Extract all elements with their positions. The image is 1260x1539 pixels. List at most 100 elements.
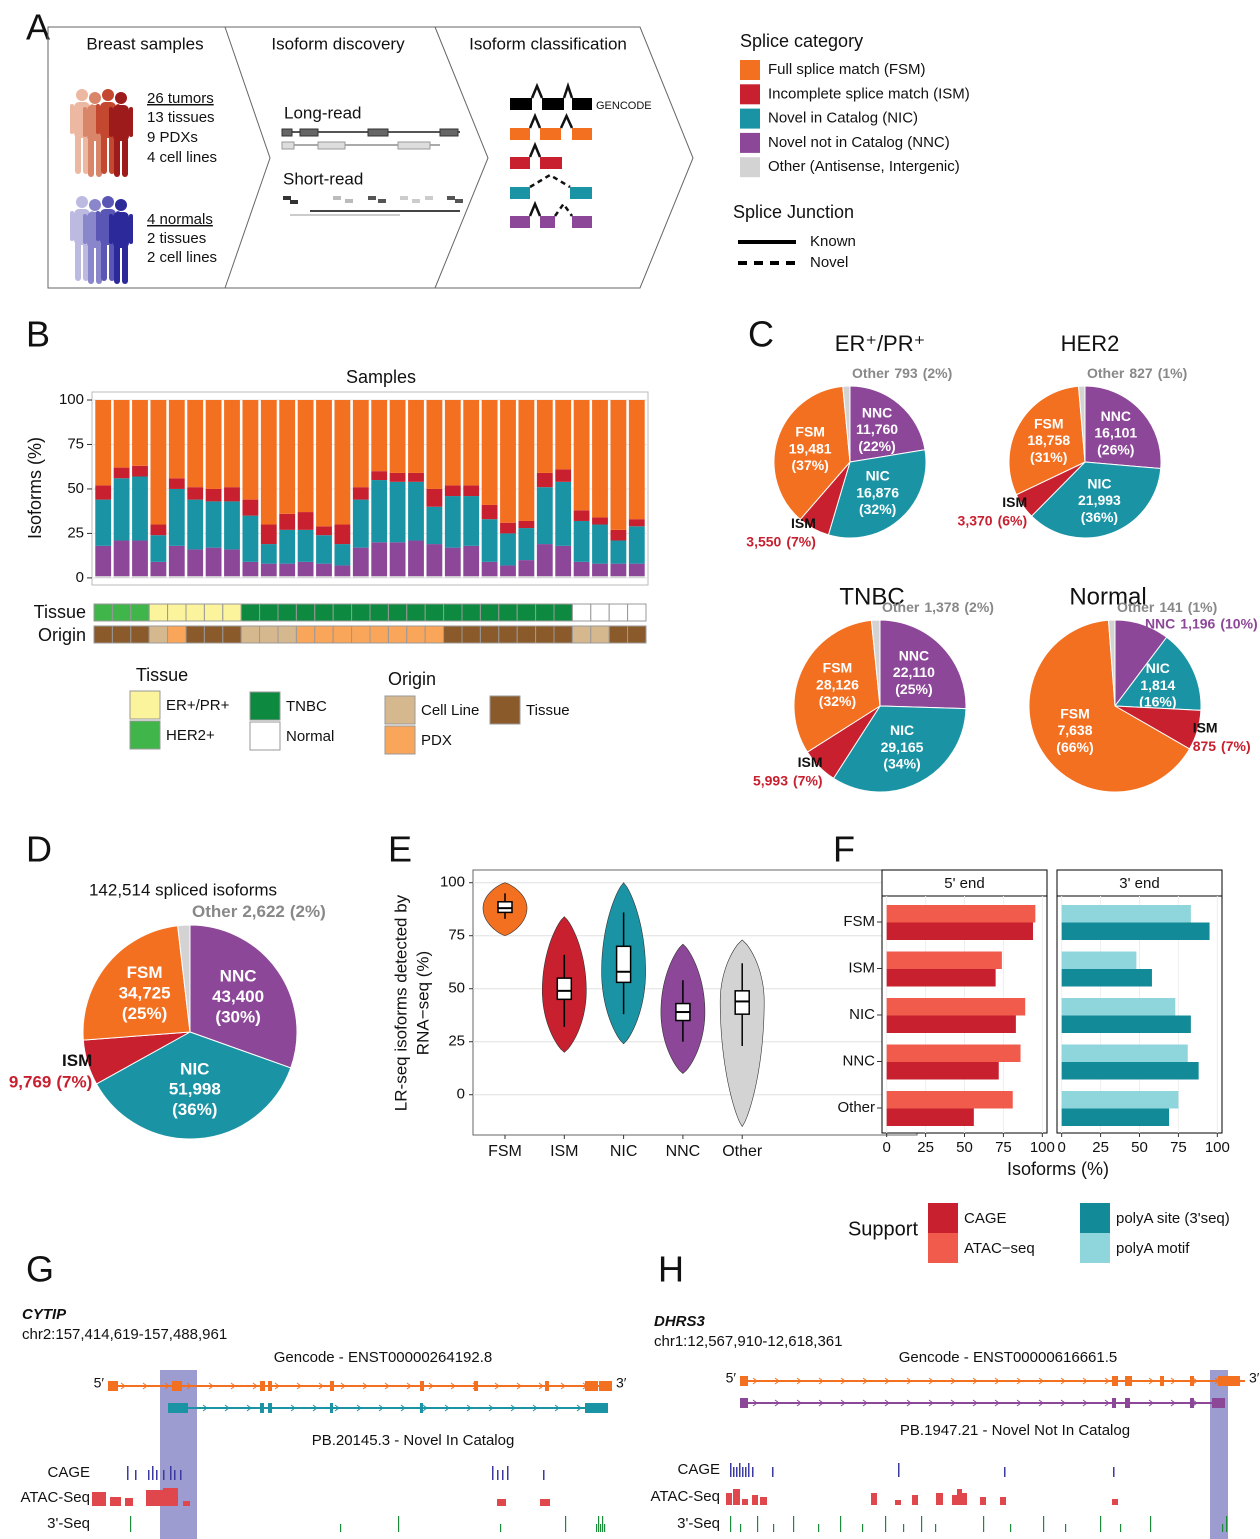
slice-label-part: NNC	[1145, 615, 1175, 631]
slice-label-part: 827	[1129, 365, 1153, 381]
slice-label-line: 28,126	[816, 676, 859, 692]
bar	[1061, 1015, 1191, 1033]
bar-segment	[352, 576, 369, 578]
signal	[492, 1466, 494, 1480]
slice-label-line: (26%)	[1097, 441, 1134, 457]
strand-arrow	[1104, 1399, 1110, 1407]
slice-label-part: 2,622	[242, 902, 285, 921]
tissue-cell	[167, 603, 187, 622]
bar-segment	[518, 528, 535, 561]
bar-segment	[334, 565, 351, 577]
bar-segment	[352, 487, 369, 500]
bar	[886, 1091, 1013, 1109]
exon	[1112, 1398, 1116, 1408]
person-arm	[83, 107, 87, 137]
slice-label: NNC 16,101 (26%)	[1094, 408, 1137, 458]
bar-segment	[610, 563, 627, 577]
x-tick-label: NNC	[666, 1143, 701, 1160]
person-leg	[83, 241, 89, 281]
x-tick-label: 25	[1092, 1139, 1109, 1156]
strand-arrow	[466, 1404, 472, 1412]
junction	[553, 201, 574, 217]
person-leg	[114, 137, 120, 177]
signal	[146, 1490, 163, 1506]
bar-segment	[132, 465, 148, 477]
exon	[1160, 1376, 1164, 1386]
bar-segment	[279, 400, 296, 514]
person-arm	[96, 211, 100, 241]
legend-label: Tissue	[526, 702, 570, 719]
tissue-cell	[406, 603, 426, 622]
y-tick-label: 100	[59, 391, 84, 408]
x-tick-label: 75	[995, 1139, 1012, 1156]
slice-label-part: 9,769	[9, 1073, 52, 1092]
slice-label-part: (7%)	[1221, 738, 1251, 754]
bar-segment	[518, 520, 535, 529]
bar-segment	[279, 529, 296, 564]
signal	[793, 1516, 795, 1532]
junction	[528, 200, 542, 217]
x-tick-label: Other	[722, 1143, 763, 1160]
group-line: 4 cell lines	[147, 149, 217, 166]
signal	[733, 1489, 740, 1505]
bar-segment	[224, 501, 240, 550]
bar-segment	[463, 400, 480, 486]
legend-swatch	[928, 1203, 958, 1233]
facet-strip	[881, 869, 1048, 897]
pie-slice	[879, 619, 967, 710]
strand-arrow	[164, 1382, 170, 1390]
slice-label: ISM	[791, 515, 816, 531]
strand-arrow	[774, 1399, 780, 1407]
group-line: 2 cell lines	[147, 249, 217, 266]
panel-label: G	[26, 1249, 54, 1290]
strand-arrow	[1082, 1399, 1088, 1407]
signal	[730, 1463, 732, 1477]
slice-label-line: 11,760	[856, 421, 898, 437]
y-tick-label: 75	[67, 435, 84, 452]
bar-segment	[187, 549, 204, 577]
strand-arrow	[752, 1377, 758, 1385]
origin-cell	[535, 625, 555, 644]
bar-segment	[592, 524, 608, 564]
bar-segment	[132, 400, 148, 466]
step-title: Isoform discovery	[271, 34, 405, 53]
exon	[260, 1403, 264, 1413]
bar-segment	[316, 576, 332, 578]
exon	[510, 98, 532, 110]
pie-slice	[827, 449, 927, 539]
slice-label-line: 43,400	[212, 988, 264, 1007]
pie-title: HER2	[1061, 331, 1120, 356]
x-tick-label: 75	[1170, 1139, 1187, 1156]
signal	[598, 1516, 600, 1532]
pie-title: ER⁺/PR⁺	[835, 331, 925, 356]
strand-arrow	[384, 1382, 390, 1390]
bar-segment	[371, 576, 388, 578]
x-tick-label: 0	[1057, 1139, 1065, 1156]
tissue-cell	[314, 603, 334, 622]
signal	[1100, 1516, 1102, 1532]
bar-segment	[592, 400, 608, 518]
slice-label: NNC 43,400 (30%)	[212, 967, 264, 1027]
signal	[748, 1463, 750, 1477]
strand-arrow	[186, 1382, 192, 1390]
signal	[962, 1493, 967, 1505]
tissue-cell	[571, 603, 592, 622]
strand-arrow	[1038, 1399, 1044, 1407]
person-leg	[75, 134, 81, 174]
short-read	[412, 199, 420, 203]
person-head	[76, 196, 88, 208]
pie-slice	[1077, 385, 1086, 463]
bar-segment	[260, 400, 277, 525]
slice-label-line: FSM	[795, 423, 825, 439]
bar	[1061, 1091, 1179, 1109]
bar-segment	[628, 519, 645, 527]
bar-segment	[297, 561, 314, 577]
tissue-cell	[203, 603, 224, 622]
strand-arrow	[928, 1377, 934, 1385]
slice-label-line: 19,481	[789, 440, 832, 456]
bar	[886, 998, 1026, 1016]
bar-segment	[444, 485, 461, 497]
junction	[559, 112, 574, 129]
bar-segment	[150, 576, 167, 578]
bar-segment	[260, 576, 277, 578]
